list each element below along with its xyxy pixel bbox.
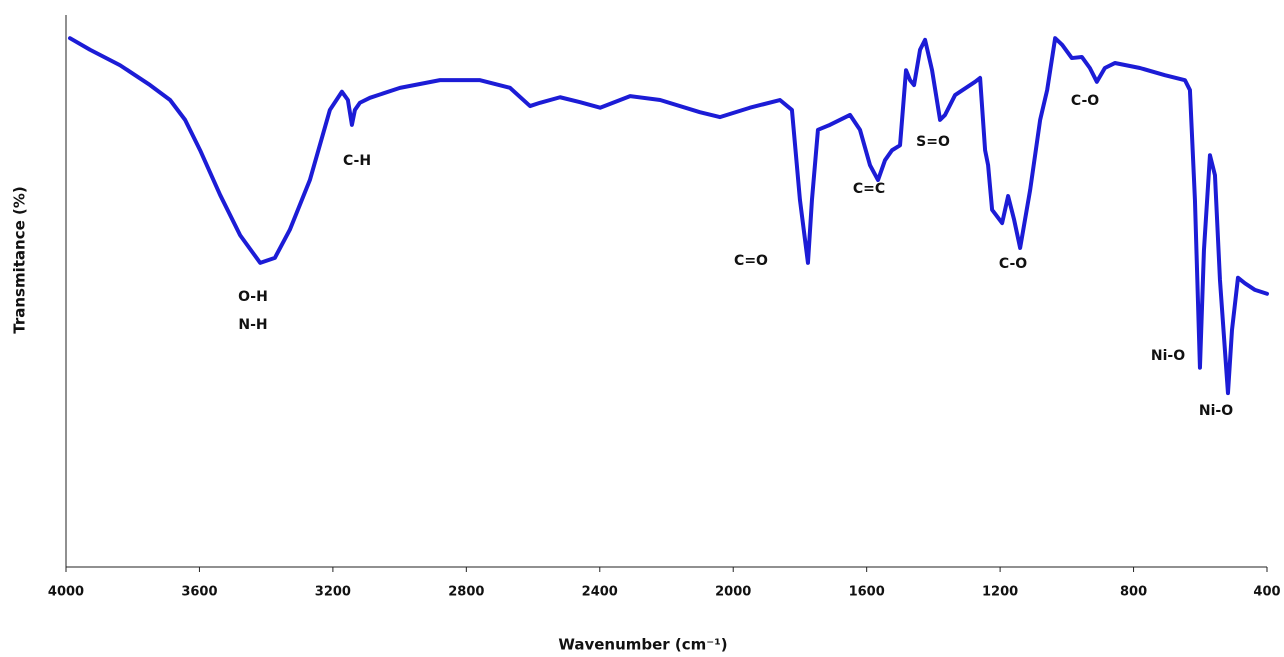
peak-label: C=C [853, 181, 885, 197]
y-axis-title: Transmitance (%) [11, 186, 29, 333]
peak-label: C=O [734, 253, 768, 269]
x-tick-label: 1600 [849, 585, 885, 600]
x-tick-label: 2400 [582, 585, 618, 600]
spectrum-line [68, 36, 1269, 396]
x-tick-label: 2800 [448, 585, 484, 600]
x-tick-label: 3600 [181, 585, 217, 600]
peak-label: O-H [238, 289, 268, 305]
x-tick-label: 2000 [715, 585, 751, 600]
x-axis-title: Wavenumber (cm⁻¹) [558, 636, 727, 654]
peak-label: Ni-O [1199, 403, 1233, 419]
x-tick-label: 400 [1253, 585, 1280, 600]
x-tick-label: 1200 [982, 585, 1018, 600]
peak-label: Ni-O [1151, 348, 1185, 364]
x-tick-label: 4000 [48, 585, 84, 600]
x-tick-label: 800 [1120, 585, 1147, 600]
peak-label: C-O [999, 256, 1027, 272]
peak-label: S=O [916, 134, 950, 150]
peak-label: C-O [1071, 93, 1099, 109]
x-tick-label: 3200 [315, 585, 351, 600]
peak-label: C-H [343, 153, 371, 169]
peak-label: N-H [238, 317, 267, 333]
